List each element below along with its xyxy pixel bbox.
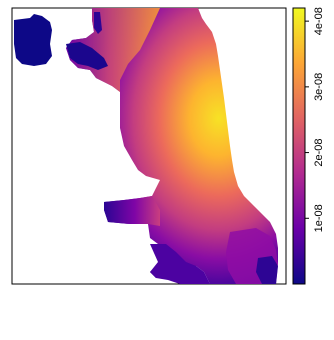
legend-tick-label: 4e-08 <box>313 7 325 35</box>
ohare-region <box>14 14 52 66</box>
legend-tick-label: 2e-08 <box>313 139 325 167</box>
legend-tick-label: 1e-08 <box>313 204 325 232</box>
northwest-low-strip-2 <box>94 12 102 34</box>
northwest-low-strip <box>66 42 108 70</box>
legend-ticks: 1e-08 2e-08 3e-08 4e-08 <box>305 7 325 232</box>
legend-tick-label: 3e-08 <box>313 73 325 101</box>
map-region <box>14 8 278 284</box>
far-south-region <box>150 244 210 284</box>
color-legend: 1e-08 2e-08 3e-08 4e-08 <box>292 7 325 285</box>
legend-color-bar <box>292 7 306 285</box>
southwest-region <box>104 196 160 226</box>
northwest-region <box>66 8 160 92</box>
southeast-edge <box>256 256 278 284</box>
